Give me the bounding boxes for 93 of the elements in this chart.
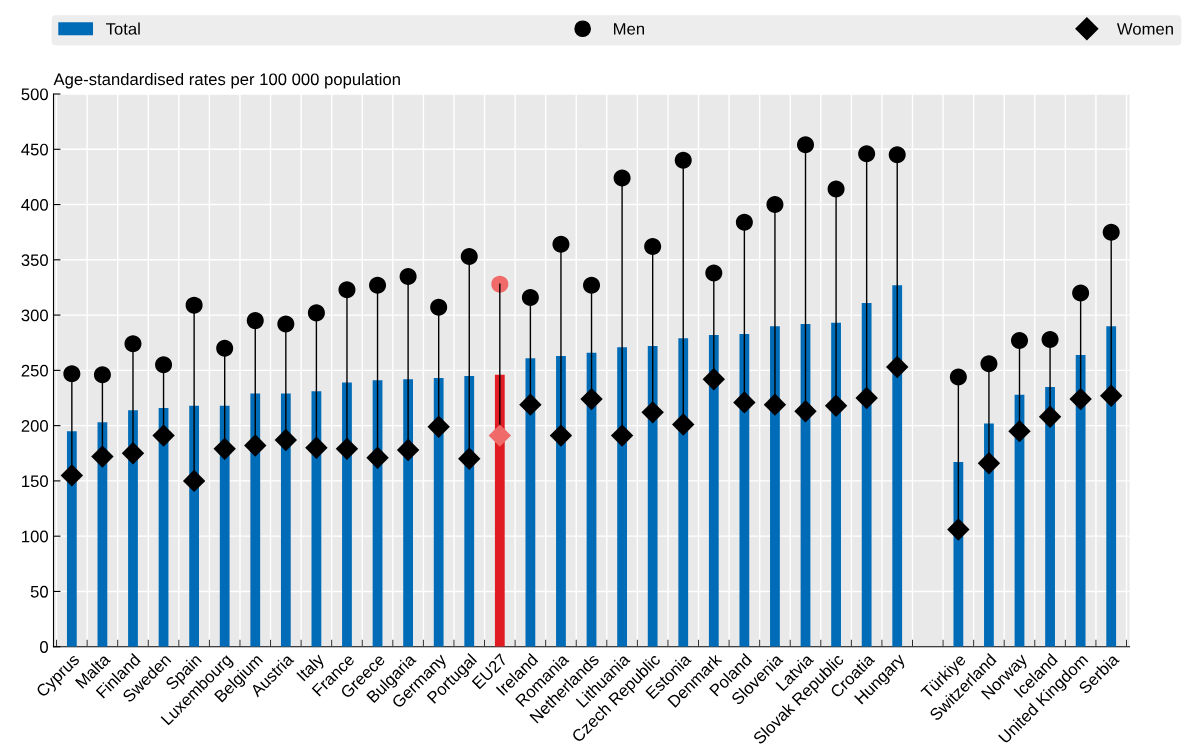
point: [63, 365, 81, 383]
point: [427, 415, 450, 438]
legend-label: Men: [614, 23, 644, 35]
point: [580, 387, 603, 411]
bar: [861, 302, 872, 647]
y-axis-title: Age-standardised rates per 100 000 population: [53, 72, 400, 89]
point: [674, 151, 692, 169]
point: [366, 446, 389, 469]
point: [396, 438, 420, 462]
point: [155, 356, 173, 374]
point: [1010, 332, 1029, 350]
point: [305, 436, 328, 459]
point: [1008, 419, 1031, 443]
point: [888, 146, 906, 164]
point: [672, 413, 695, 436]
point: [855, 386, 878, 410]
point: [399, 267, 417, 285]
bar: [1106, 326, 1117, 647]
point: [763, 393, 787, 416]
bar: [1045, 386, 1055, 647]
y-tick-label: 350: [21, 254, 48, 267]
point: [307, 304, 325, 322]
point: [886, 355, 909, 379]
bar: [678, 338, 689, 647]
legend-label: Women: [1116, 23, 1173, 35]
point: [644, 238, 662, 256]
legend-label: Total: [106, 22, 140, 35]
point: [735, 213, 753, 231]
point: [430, 298, 448, 316]
point: [1069, 387, 1092, 411]
point: [797, 136, 815, 154]
point: [641, 401, 664, 424]
point: [949, 368, 967, 386]
point: [182, 469, 206, 493]
point: [552, 235, 570, 253]
point: [246, 312, 264, 330]
y-tick-label: 450: [21, 143, 48, 156]
point: [610, 424, 634, 447]
point: [733, 391, 756, 414]
bar: [494, 374, 505, 647]
bar: [708, 334, 719, 647]
y-tick-label: 50: [30, 585, 48, 598]
point: [274, 428, 298, 452]
y-tick-label: 400: [21, 198, 48, 211]
point: [1072, 284, 1090, 302]
bar: [250, 393, 261, 647]
bar: [647, 346, 658, 647]
point: [60, 464, 84, 487]
point: [91, 445, 114, 468]
y-tick-label: 500: [21, 88, 48, 101]
point: [702, 368, 725, 391]
point: [519, 393, 542, 416]
point: [824, 394, 848, 417]
point: [152, 424, 175, 447]
point: [521, 288, 539, 306]
bar: [770, 326, 780, 647]
y-tick-label: 100: [22, 530, 48, 543]
point: [338, 281, 356, 299]
point: [794, 400, 817, 423]
point: [549, 424, 573, 447]
bar: [464, 375, 475, 647]
point: [1038, 405, 1062, 428]
bar: [433, 378, 444, 647]
point: [488, 424, 512, 447]
y-tick-label: 0: [40, 641, 48, 653]
point: [1102, 223, 1120, 241]
point: [460, 247, 478, 266]
y-tick-label: 250: [21, 364, 48, 377]
point: [216, 339, 234, 357]
point: [458, 447, 481, 470]
bar: [739, 333, 750, 647]
point: [583, 276, 601, 294]
bar: [831, 322, 841, 647]
point: [244, 434, 267, 457]
point: [977, 452, 1001, 475]
point: [1100, 384, 1123, 407]
point: [369, 276, 387, 294]
bar: [892, 285, 903, 647]
bar: [525, 358, 536, 647]
point: [705, 264, 723, 282]
point: [121, 442, 145, 465]
point: [766, 196, 784, 214]
y-tick-label: 200: [21, 420, 48, 432]
bar: [556, 355, 566, 647]
point: [335, 437, 359, 461]
point: [213, 437, 236, 461]
point: [93, 366, 111, 384]
bar: [1075, 354, 1086, 647]
point: [947, 518, 970, 541]
y-tick-label: 150: [22, 475, 48, 488]
y-tick-label: 300: [21, 309, 48, 322]
bar: [219, 405, 230, 647]
point: [858, 145, 876, 163]
